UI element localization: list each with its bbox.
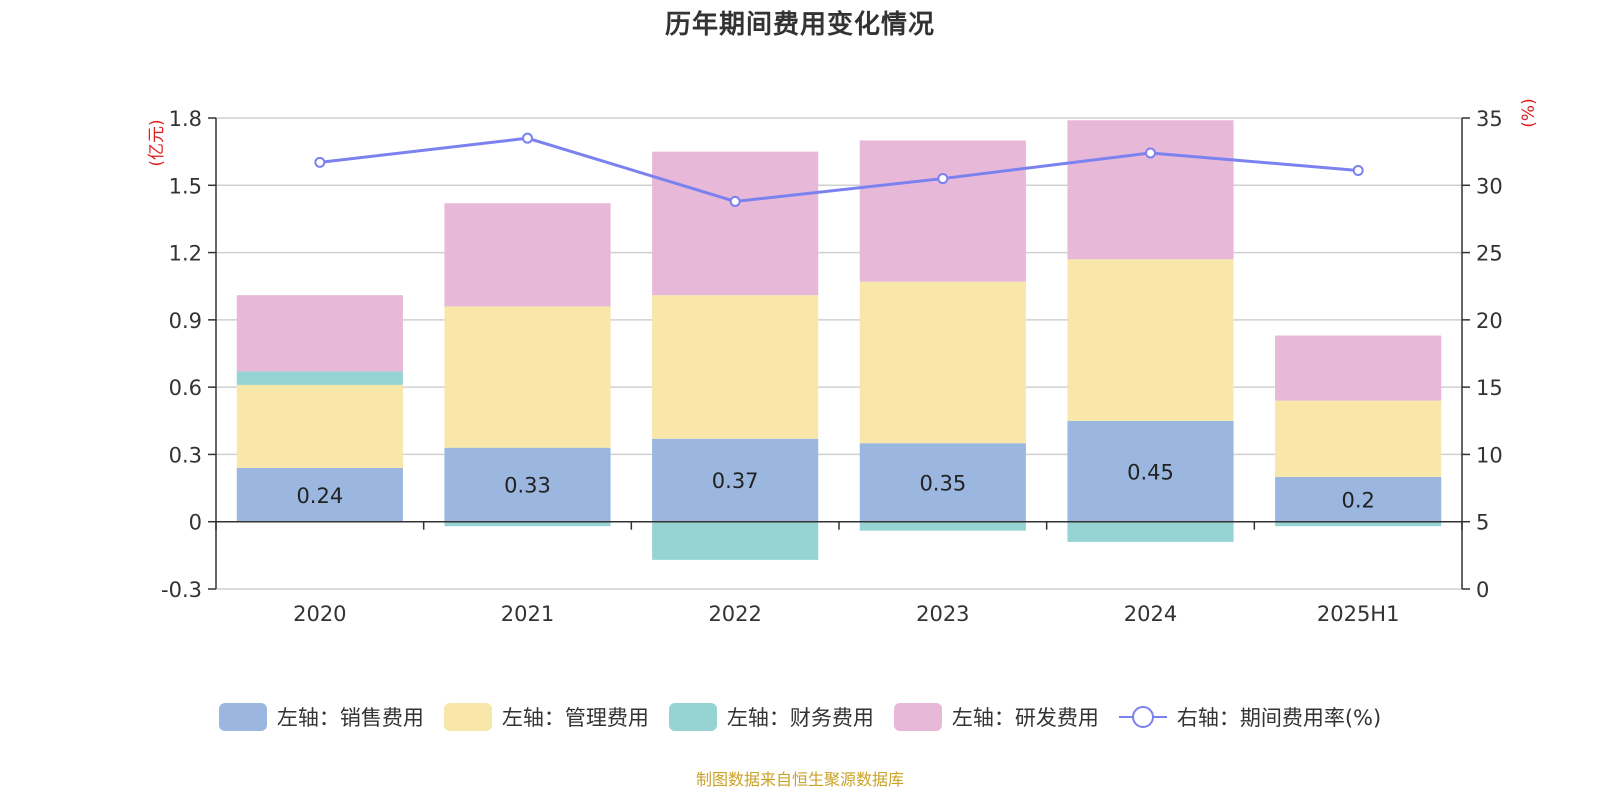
bar-左轴：研发费用 <box>444 203 611 307</box>
legend-label: 左轴：研发费用 <box>951 706 1099 730</box>
left-tick-label: 0 <box>189 511 202 535</box>
chart-title: 历年期间费用变化情况 <box>664 10 935 40</box>
x-tick-label: 2021 <box>501 602 554 626</box>
bar-左轴：销售费用 <box>444 447 611 522</box>
source-note: 制图数据来自恒生聚源数据库 <box>695 770 904 789</box>
right-tick-label: 10 <box>1476 443 1503 467</box>
left-tick-label: 1.2 <box>169 242 202 266</box>
bar-左轴：研发费用 <box>1067 120 1234 260</box>
right-tick-label: 5 <box>1476 511 1489 535</box>
right-tick-label: 30 <box>1476 174 1503 198</box>
left-tick-label: 0.6 <box>169 376 202 400</box>
axes-layer: -0.3 0 0.3 0.6 0.9 1.2 1.5 1.8 0 5 10 15 20 25 30 35 (亿元… <box>147 98 1539 626</box>
bar-左轴：研发费用 <box>236 295 403 372</box>
legend-swatch <box>218 703 267 731</box>
data-label: 0.35 <box>919 471 966 495</box>
bar-左轴：财务费用 <box>1275 521 1442 527</box>
rate-line <box>319 136 1359 203</box>
left-axis-unit: (亿元) <box>147 119 167 166</box>
x-tick-label: 2020 <box>293 602 346 626</box>
data-label: 0.33 <box>504 474 551 498</box>
bar-左轴：销售费用 <box>236 467 403 522</box>
left-tick-label: 0.9 <box>169 309 202 333</box>
right-tick-label: 20 <box>1476 309 1503 333</box>
right-tick-label: 35 <box>1476 107 1503 131</box>
bar-左轴：管理费用 <box>859 281 1026 444</box>
bar-左轴：管理费用 <box>444 306 611 448</box>
line-layer <box>314 132 1364 207</box>
data-label: 0.24 <box>296 484 343 508</box>
legend-label: 左轴：管理费用 <box>501 706 649 730</box>
legend-swatch <box>893 703 942 731</box>
rate-point <box>522 132 533 144</box>
x-tick-label: 2023 <box>916 602 969 626</box>
legend-label: 右轴：期间费用率(%) <box>1176 706 1382 730</box>
grid-layer <box>216 117 1462 590</box>
data-label: 0.45 <box>1127 460 1174 484</box>
bar-左轴：财务费用 <box>859 521 1026 531</box>
right-tick-label: 15 <box>1476 376 1503 400</box>
left-tick-label: 0.3 <box>169 443 202 467</box>
legend-item[interactable]: 左轴：销售费用 <box>218 702 424 732</box>
left-tick-label: -0.3 <box>161 578 202 602</box>
chart-area: -0.3 0 0.3 0.6 0.9 1.2 1.5 1.8 0 5 10 15 20 25 30 35 (亿元… <box>147 98 1539 626</box>
bar-左轴：销售费用 <box>1067 420 1234 522</box>
bar-左轴：销售费用 <box>652 438 819 522</box>
data-label: 0.37 <box>712 469 759 493</box>
labels-layer: 0.24 0.33 0.37 0.35 0.45 0.2 <box>296 460 1374 512</box>
x-tick-label: 2022 <box>708 602 761 626</box>
rate-point <box>1145 147 1156 159</box>
rate-point <box>314 156 326 168</box>
right-axis-unit: (%) <box>1519 98 1539 127</box>
bar-左轴：管理费用 <box>1067 259 1234 421</box>
bar-左轴：研发费用 <box>1275 335 1442 401</box>
legend-label: 左轴：财务费用 <box>726 706 874 730</box>
x-tick-label: 2024 <box>1124 602 1177 626</box>
bar-左轴：销售费用 <box>859 443 1026 522</box>
bar-左轴：研发费用 <box>859 140 1026 282</box>
rate-point <box>729 195 741 207</box>
bar-左轴：财务费用 <box>652 521 819 560</box>
left-tick-label: 1.8 <box>169 107 202 131</box>
bars-layer <box>236 120 1442 560</box>
legend: 左轴：销售费用 左轴：管理费用 左轴：财务费用 左轴：研发费用 右轴：期间费用率(%) <box>0 702 1600 732</box>
right-tick-label: 25 <box>1476 242 1503 266</box>
bar-左轴：销售费用 <box>1275 476 1442 522</box>
bar-左轴：管理费用 <box>1275 400 1442 477</box>
legend-label: 左轴：销售费用 <box>276 706 424 730</box>
bar-左轴：财务费用 <box>444 521 611 527</box>
legend-swatch <box>443 703 492 731</box>
bar-左轴：管理费用 <box>236 384 403 468</box>
data-label: 0.2 <box>1341 488 1374 512</box>
rate-point <box>937 173 949 185</box>
right-tick-label: 0 <box>1476 578 1489 602</box>
legend-item[interactable]: 左轴：财务费用 <box>668 702 874 732</box>
legend-item[interactable]: 右轴：期间费用率(%) <box>1118 702 1382 732</box>
bar-左轴：财务费用 <box>1067 521 1234 542</box>
bar-左轴：管理费用 <box>652 295 819 439</box>
x-tick-label: 2025H1 <box>1317 602 1400 626</box>
legend-item[interactable]: 左轴：管理费用 <box>443 702 649 732</box>
bar-左轴：研发费用 <box>652 151 819 296</box>
rate-point <box>1352 164 1364 176</box>
left-tick-label: 1.5 <box>169 174 202 198</box>
legend-line-swatch <box>1118 703 1167 731</box>
legend-item[interactable]: 左轴：研发费用 <box>893 702 1099 732</box>
legend-swatch <box>668 703 717 731</box>
bar-左轴：财务费用 <box>236 371 403 385</box>
